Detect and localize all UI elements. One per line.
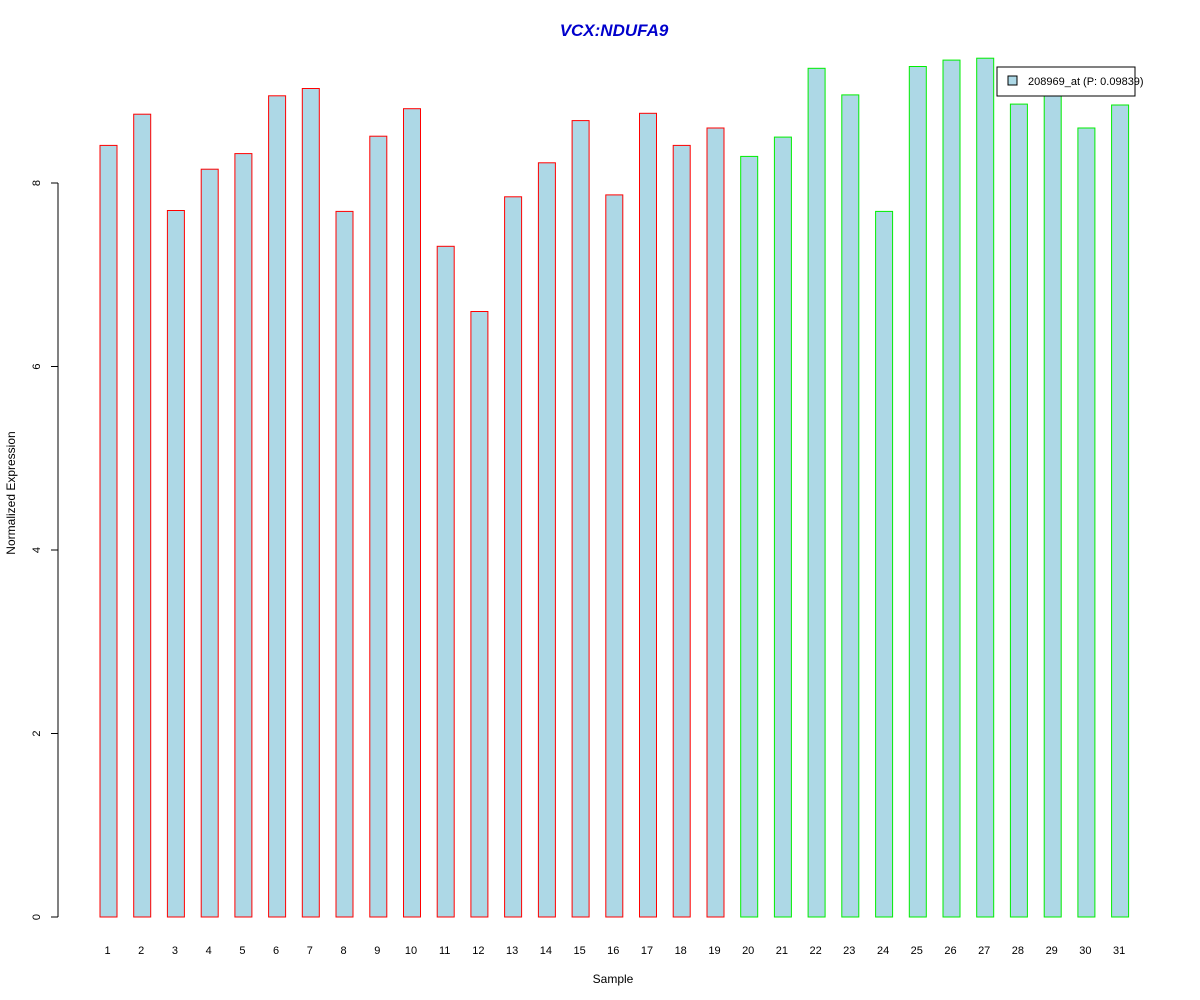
x-tick-label: 3 <box>172 945 178 957</box>
y-tick-label: 8 <box>31 180 43 186</box>
x-tick-label: 30 <box>1079 945 1091 957</box>
x-tick-label: 16 <box>607 945 619 957</box>
bar-sample-1 <box>99 144 118 918</box>
bar-sample-5 <box>234 153 253 918</box>
x-tick-label: 19 <box>708 945 720 957</box>
x-tick-label: 29 <box>1046 945 1058 957</box>
x-tick-label: 14 <box>540 945 552 957</box>
x-tick-label: 2 <box>138 945 144 957</box>
y-axis-title: Normalized Expression <box>4 431 18 554</box>
y-tick-label: 2 <box>31 730 43 736</box>
bar-sample-17 <box>639 112 657 918</box>
chart-title: VCX:NDUFA9 <box>560 21 669 40</box>
x-tick-label: 17 <box>641 945 653 957</box>
x-tick-label: 27 <box>978 945 990 957</box>
x-tick-label: 1 <box>104 945 110 957</box>
x-tick-label: 20 <box>742 945 754 957</box>
x-tick-label: 4 <box>206 945 212 957</box>
bar-sample-11 <box>436 245 455 918</box>
bar-sample-28 <box>1009 103 1028 918</box>
bar-sample-3 <box>166 210 185 918</box>
bar-sample-29 <box>1043 92 1062 918</box>
x-tick-label: 31 <box>1113 945 1125 957</box>
x-tick-label: 11 <box>439 945 450 957</box>
x-axis-labels: 1 2 3 4 5 6 7 8 9 10 11 12 13 14 15 16 17 18 19 20 21 22 23 24 2… <box>104 945 1125 957</box>
legend-label: 208969_at (P: 0.09839) <box>1028 76 1144 88</box>
x-tick-label: 15 <box>573 945 585 957</box>
x-tick-label: 22 <box>809 945 821 957</box>
bar-sample-4 <box>200 168 219 918</box>
x-tick-label: 21 <box>776 945 788 957</box>
bar-sample-20 <box>740 155 759 918</box>
bar-sample-12 <box>470 311 489 918</box>
y-axis: 0 2 4 6 8 <box>31 180 59 920</box>
x-tick-label: 28 <box>1012 945 1024 957</box>
bar-sample-6 <box>268 95 287 918</box>
bar-sample-18 <box>672 144 691 918</box>
x-tick-label: 13 <box>506 945 518 957</box>
bar-sample-13 <box>504 196 523 918</box>
bar-sample-19 <box>706 127 725 918</box>
bar-sample-22 <box>807 67 826 918</box>
bar-sample-25 <box>908 66 927 918</box>
y-tick-label: 0 <box>31 914 43 920</box>
x-tick-label: 24 <box>877 945 889 957</box>
bar-sample-14 <box>537 162 556 918</box>
bar-sample-8 <box>335 210 354 918</box>
bar-sample-10 <box>403 108 421 918</box>
bar-sample-31 <box>1111 104 1130 918</box>
bar-sample-24 <box>875 210 894 918</box>
bar-sample-30 <box>1077 127 1096 918</box>
bar-sample-26 <box>942 59 961 918</box>
bar-sample-21 <box>773 136 792 918</box>
bar-sample-9 <box>369 135 388 918</box>
bar-sample-7 <box>301 88 320 918</box>
bar-sample-15 <box>571 120 590 918</box>
x-tick-label: 9 <box>374 945 380 957</box>
x-tick-label: 6 <box>273 945 279 957</box>
x-axis-title: Sample <box>593 972 634 986</box>
legend: 208969_at (P: 0.09839) <box>996 66 1144 97</box>
x-tick-label: 8 <box>340 945 346 957</box>
bar-sample-16 <box>605 194 624 918</box>
y-tick-label: 6 <box>31 363 43 369</box>
legend-swatch <box>1007 75 1018 86</box>
bar-sample-23 <box>841 94 860 918</box>
x-tick-label: 12 <box>472 945 484 957</box>
x-tick-label: 25 <box>911 945 923 957</box>
x-tick-label: 23 <box>843 945 855 957</box>
x-tick-label: 5 <box>239 945 245 957</box>
x-tick-label: 26 <box>944 945 956 957</box>
x-tick-label: 10 <box>405 945 417 957</box>
bars-group <box>99 57 1130 918</box>
legend-box <box>996 66 1136 97</box>
bar-sample-2 <box>133 113 152 918</box>
y-tick-label: 4 <box>31 547 43 553</box>
x-tick-label: 7 <box>307 945 313 957</box>
x-tick-label: 18 <box>675 945 687 957</box>
bar-sample-27 <box>976 57 995 918</box>
